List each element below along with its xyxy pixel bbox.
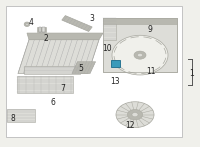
Polygon shape xyxy=(18,40,99,74)
Bar xyxy=(39,27,41,32)
Text: 13: 13 xyxy=(110,77,120,86)
Ellipse shape xyxy=(132,113,138,117)
Ellipse shape xyxy=(138,54,142,57)
Ellipse shape xyxy=(24,22,30,26)
Text: 11: 11 xyxy=(146,67,156,76)
Bar xyxy=(111,60,120,67)
Text: 3: 3 xyxy=(90,14,94,23)
Text: 9: 9 xyxy=(148,25,152,34)
Bar xyxy=(6,6,182,137)
Bar xyxy=(42,27,45,32)
Polygon shape xyxy=(62,16,92,31)
Ellipse shape xyxy=(127,110,143,120)
Bar xyxy=(103,18,177,72)
Text: 7: 7 xyxy=(61,84,65,93)
Bar xyxy=(103,18,116,40)
Text: 1: 1 xyxy=(190,69,194,78)
Text: 6: 6 xyxy=(51,98,55,107)
Bar xyxy=(103,18,177,24)
Text: 4: 4 xyxy=(29,18,33,27)
Polygon shape xyxy=(72,62,96,74)
Bar xyxy=(17,76,73,93)
Ellipse shape xyxy=(134,51,146,59)
Polygon shape xyxy=(27,33,103,40)
Bar xyxy=(103,18,177,72)
Text: 10: 10 xyxy=(102,44,112,53)
Polygon shape xyxy=(24,66,80,74)
Ellipse shape xyxy=(116,102,154,128)
Bar xyxy=(7,109,35,122)
Ellipse shape xyxy=(112,35,168,75)
Text: 2: 2 xyxy=(44,34,48,44)
Text: 8: 8 xyxy=(11,114,15,123)
Bar xyxy=(37,27,46,32)
Text: 5: 5 xyxy=(79,64,83,73)
Ellipse shape xyxy=(26,23,28,25)
Text: 12: 12 xyxy=(125,121,135,130)
